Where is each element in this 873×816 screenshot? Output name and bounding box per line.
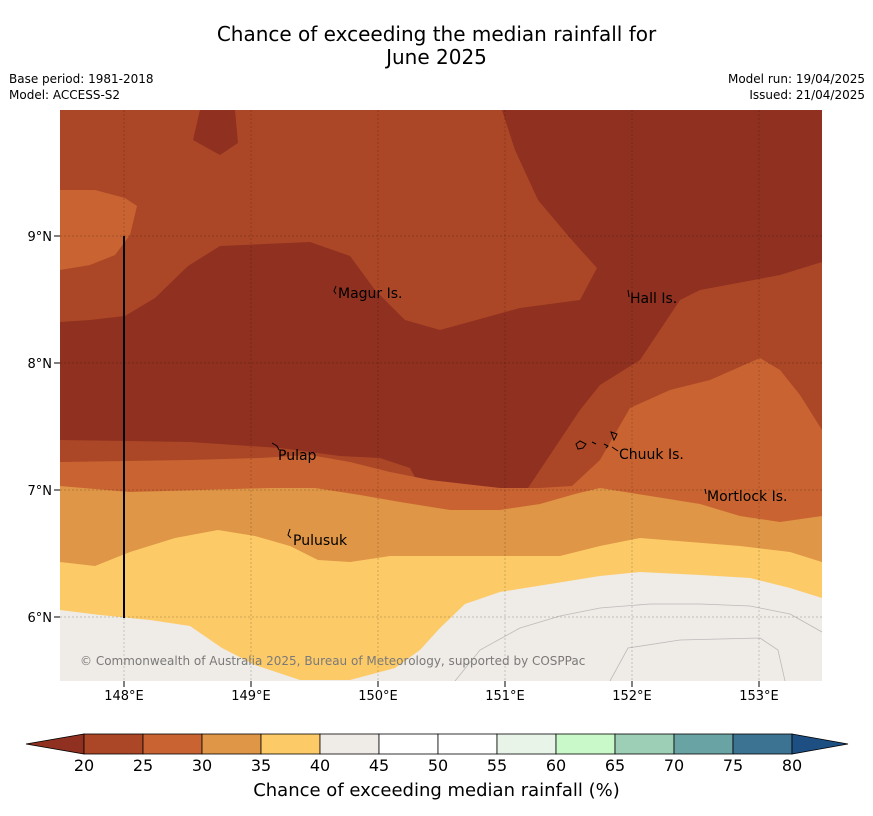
colorbar-tick: 80 xyxy=(781,756,803,775)
map-title-line2: June 2025 xyxy=(386,45,487,69)
colorbar-55-60 xyxy=(496,733,557,755)
lat-label-6n: 6°N xyxy=(28,611,53,626)
meta-right: Model run: 19/04/2025 Issued: 21/04/2025 xyxy=(728,71,865,103)
lat-ticks xyxy=(54,235,60,618)
lon-label-152e: 152°E xyxy=(612,689,652,704)
lon-ticks xyxy=(123,681,760,687)
map-contours xyxy=(60,110,822,681)
colorbar-65-70 xyxy=(614,733,675,755)
lon-label-148e: 148°E xyxy=(104,689,144,704)
place-pulap: Pulap xyxy=(278,448,317,464)
model-name: Model: ACCESS-S2 xyxy=(9,88,121,102)
place-mortlock-islands: Mortlock Is. xyxy=(707,489,787,505)
meta-left: Base period: 1981-2018 Model: ACCESS-S2 xyxy=(9,71,154,103)
copyright-notice: © Commonwealth of Australia 2025, Bureau… xyxy=(80,654,585,668)
colorbar xyxy=(25,733,849,755)
colorbar-45-50 xyxy=(378,733,439,755)
colorbar-extend-high xyxy=(791,733,849,755)
colorbar-tick: 60 xyxy=(545,756,567,775)
colorbar-tick: 35 xyxy=(250,756,272,775)
base-period: Base period: 1981-2018 xyxy=(9,72,154,86)
colorbar-tick-labels: 20 25 30 35 40 45 50 55 60 65 70 75 80 xyxy=(0,756,873,776)
colorbar-70-75 xyxy=(673,733,734,755)
island-outlines xyxy=(271,285,707,539)
lat-label-8n: 8°N xyxy=(28,357,53,372)
colorbar-title: Chance of exceeding median rainfall (%) xyxy=(253,780,620,801)
band-below-20-northeast xyxy=(60,110,822,505)
colorbar-tick: 75 xyxy=(722,756,744,775)
place-pulusuk: Pulusuk xyxy=(293,533,348,549)
colorbar-35-40 xyxy=(260,733,321,755)
colorbar-75-80 xyxy=(732,733,793,755)
place-chuuk-islands: Chuuk Is. xyxy=(619,447,684,463)
lon-label-150e: 150°E xyxy=(358,689,398,704)
band-25-30-upper-left xyxy=(60,190,137,270)
contour-line-45-b xyxy=(609,637,786,681)
colorbar-extend-low xyxy=(25,733,85,755)
colorbar-tick: 50 xyxy=(427,756,449,775)
colorbar-60-65 xyxy=(555,733,616,755)
colorbar-20-25 xyxy=(83,733,144,755)
colorbar-50-55 xyxy=(437,733,498,755)
colorbar-tick: 30 xyxy=(191,756,213,775)
colorbar-tick: 70 xyxy=(663,756,685,775)
colorbar-25-30 xyxy=(142,733,203,755)
colorbar-tick: 20 xyxy=(73,756,95,775)
lat-label-7n: 7°N xyxy=(28,484,53,499)
place-hall-islands: Hall Is. xyxy=(630,291,677,307)
colorbar-tick: 55 xyxy=(486,756,508,775)
band-40-45 xyxy=(60,572,822,681)
colorbar-40-45 xyxy=(319,733,380,755)
lon-label-153e: 153°E xyxy=(739,689,779,704)
lat-label-9n: 9°N xyxy=(28,230,53,245)
lon-label-151e: 151°E xyxy=(485,689,525,704)
lon-label-149e: 149°E xyxy=(231,689,271,704)
place-magur-islands: Magur Is. xyxy=(338,286,403,302)
colorbar-tick: 45 xyxy=(368,756,390,775)
colorbar-30-35 xyxy=(201,733,262,755)
map-title-line1: Chance of exceeding the median rainfall … xyxy=(216,22,657,46)
colorbar-tick: 25 xyxy=(132,756,154,775)
issued-date: Issued: 21/04/2025 xyxy=(749,88,865,102)
model-run: Model run: 19/04/2025 xyxy=(727,72,865,86)
contour-line-45 xyxy=(454,603,822,681)
colorbar-tick: 40 xyxy=(309,756,331,775)
colorbar-tick: 65 xyxy=(604,756,626,775)
band-below-20-top-blob xyxy=(193,110,238,155)
